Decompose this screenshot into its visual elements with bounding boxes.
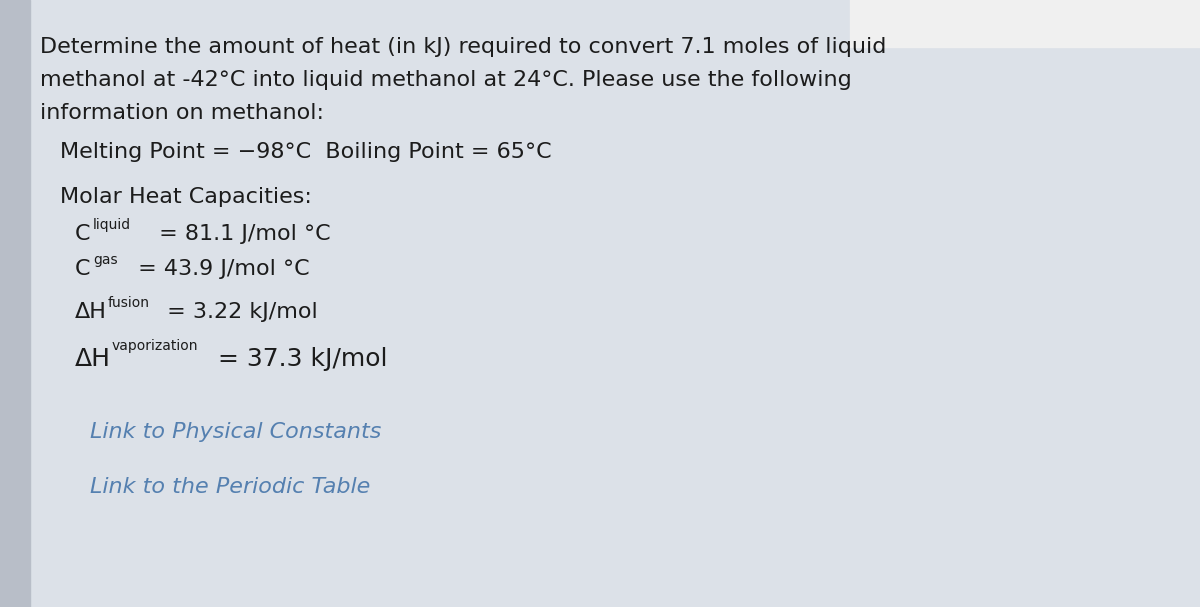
Text: Determine the amount of heat (in kJ) required to convert 7.1 moles of liquid: Determine the amount of heat (in kJ) req… bbox=[40, 37, 887, 57]
Text: fusion: fusion bbox=[108, 296, 150, 310]
Text: Link to the Periodic Table: Link to the Periodic Table bbox=[90, 477, 371, 497]
Text: information on methanol:: information on methanol: bbox=[40, 103, 324, 123]
Bar bbox=[0, 0, 30, 607]
Text: liquid: liquid bbox=[94, 218, 131, 232]
Bar bbox=[850, 0, 1200, 47]
Text: C: C bbox=[74, 259, 90, 279]
Text: = 3.22 kJ/mol: = 3.22 kJ/mol bbox=[160, 302, 318, 322]
Text: gas: gas bbox=[94, 253, 118, 267]
Text: Melting Point = −98°C  Boiling Point = 65°C: Melting Point = −98°C Boiling Point = 65… bbox=[60, 142, 552, 162]
Text: = 81.1 J/mol °C: = 81.1 J/mol °C bbox=[152, 224, 331, 244]
Text: = 37.3 kJ/mol: = 37.3 kJ/mol bbox=[210, 347, 388, 371]
Text: methanol at -42°C into liquid methanol at 24°C. Please use the following: methanol at -42°C into liquid methanol a… bbox=[40, 70, 852, 90]
Text: C: C bbox=[74, 224, 90, 244]
Text: vaporization: vaporization bbox=[112, 339, 198, 353]
Text: = 43.9 J/mol °C: = 43.9 J/mol °C bbox=[131, 259, 310, 279]
Text: Link to Physical Constants: Link to Physical Constants bbox=[90, 422, 382, 442]
Text: ΔH: ΔH bbox=[74, 347, 112, 371]
Text: ΔH: ΔH bbox=[74, 302, 107, 322]
Text: Molar Heat Capacities:: Molar Heat Capacities: bbox=[60, 187, 312, 207]
